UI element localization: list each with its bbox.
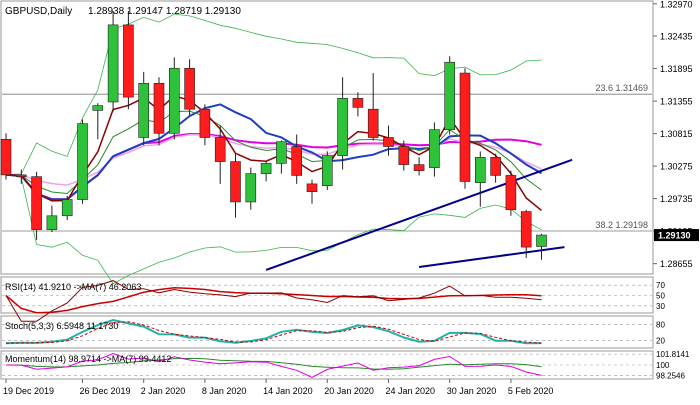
candle-bullish — [169, 67, 180, 134]
price-tick-label: 1.30815 — [660, 129, 693, 139]
candle-bearish — [490, 157, 501, 176]
date-tick-label: 8 Jan 2020 — [202, 386, 247, 396]
candle-bearish — [230, 161, 241, 203]
candle-bearish — [398, 146, 410, 165]
rsi-title: RSI(14) 41.9210 ->MA(7) 46.2063 — [5, 282, 141, 292]
current-price-label: 1.29130 — [658, 231, 691, 241]
candle-bearish — [505, 175, 517, 211]
indicator-tick-label: 80 — [656, 320, 665, 329]
candle-bullish — [444, 61, 456, 130]
fib-level-label: 38.2 1.29198 — [595, 220, 648, 230]
trendline-support — [265, 158, 573, 271]
indicator-tick-label: 98.2546 — [656, 371, 685, 380]
candle-bullish — [474, 157, 486, 183]
candle-bullish — [245, 173, 257, 203]
candle-bullish — [429, 129, 440, 168]
indicator-tick-label: 70 — [656, 281, 665, 290]
price-tick-label: 1.32970 — [660, 0, 693, 9]
candle-bullish — [92, 105, 104, 111]
candle-bearish — [459, 72, 471, 182]
candle-bullish — [61, 199, 73, 217]
ohlc-label: 1.28938 1.29147 1.28719 1.29130 — [88, 6, 241, 17]
stoch-title: Stoch(5,3,3) 6.5948 11.1730 — [5, 321, 118, 331]
indicator-tick-label: 50 — [656, 292, 665, 301]
price-tick-label: 1.31355 — [660, 97, 693, 107]
main-panel-frame — [0, 0, 654, 275]
candle-bullish — [107, 24, 119, 103]
date-tick-label: 19 Dec 2019 — [3, 386, 54, 396]
candle-bearish — [413, 164, 425, 171]
price-tick-label: 1.30275 — [660, 162, 693, 172]
stoch-d-line — [5, 321, 542, 344]
candle-bearish — [184, 67, 195, 110]
date-tick-label: 14 Jan 2020 — [263, 386, 313, 396]
candle-bearish — [31, 176, 42, 230]
symbol-label: GBPUSD,Daily — [5, 6, 72, 17]
date-tick-label: 30 Jan 2020 — [447, 386, 497, 396]
candle-bearish — [306, 183, 318, 192]
candle-bearish — [291, 146, 303, 176]
indicator-tick-label: 20 — [656, 337, 665, 346]
candle-bearish — [123, 24, 134, 98]
ma-pink-line — [5, 133, 542, 186]
candle-bullish — [536, 234, 547, 247]
candle-bullish — [46, 215, 58, 230]
candle-bearish — [214, 137, 226, 162]
candle-bullish — [138, 83, 149, 138]
candle-bullish — [337, 98, 348, 156]
candle-bullish — [260, 163, 272, 174]
price-tick-label: 1.31895 — [660, 64, 693, 74]
momentum-line — [5, 352, 542, 379]
candle-bullish — [321, 155, 333, 186]
candle-bearish — [352, 98, 364, 108]
date-tick-label: 20 Jan 2020 — [324, 386, 374, 396]
candle-bearish — [153, 83, 165, 134]
candle-bullish — [276, 141, 287, 164]
momentum-title: Momentum(14) 98.9714 ->MA(7) 99.4412 — [5, 354, 171, 364]
date-tick-label: 5 Feb 2020 — [508, 386, 554, 396]
lower-band-line — [5, 174, 542, 285]
candle-bearish — [15, 174, 27, 177]
candle-bullish — [77, 123, 88, 200]
indicator-tick-label: 101.8141 — [656, 350, 690, 359]
stoch-k-line — [5, 318, 542, 345]
candle-bearish — [0, 139, 12, 176]
candle-bearish — [367, 108, 379, 138]
momentum-ma-line — [5, 357, 542, 370]
fib-level-label: 23.6 1.31469 — [595, 83, 648, 93]
indicator-tick-label: 30 — [656, 302, 665, 311]
date-tick-label: 24 Jan 2020 — [386, 386, 436, 396]
date-tick-label: 26 Dec 2019 — [80, 386, 131, 396]
candle-bearish — [383, 137, 394, 147]
price-tick-label: 1.32435 — [660, 32, 693, 42]
ma-blue-line — [5, 103, 542, 201]
rsi-panel-frame — [0, 276, 654, 314]
trendline-lower — [418, 246, 565, 268]
price-tick-label: 1.28655 — [660, 259, 693, 269]
indicator-tick-label: 100 — [656, 361, 670, 370]
date-tick-label: 2 Jan 2020 — [141, 386, 186, 396]
rsi-line — [5, 280, 542, 322]
candle-bearish — [520, 211, 532, 248]
current-price-tag — [654, 229, 699, 242]
ma-green-line — [5, 110, 542, 195]
candle-bearish — [199, 108, 211, 138]
price-tick-label: 1.29735 — [660, 194, 693, 204]
